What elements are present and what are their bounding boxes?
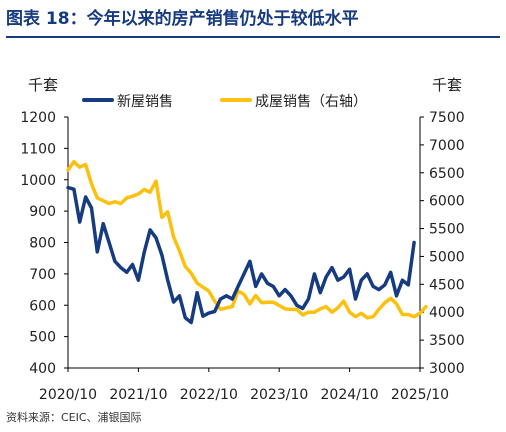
- source-note: 资料来源：CEIC、浦银国际: [6, 411, 142, 424]
- chart-area: 400 500 600 700 800 900 1000 1100 1200 3000 3500 40…: [0, 40, 506, 406]
- left-tick-label: 700: [29, 267, 56, 283]
- left-tick-label: 500: [29, 330, 56, 346]
- x-tick-label: 2020/10: [39, 387, 97, 403]
- series-line-new-homes: [66, 185, 416, 325]
- x-tick-label: 2024/10: [321, 387, 379, 403]
- right-tick-label: 6500: [429, 166, 465, 182]
- right-tick-label: 7000: [429, 138, 465, 154]
- legend: 新屋销售 成屋销售（右轴）: [82, 94, 367, 110]
- left-tick-label: 600: [29, 298, 56, 314]
- right-tick-label: 5000: [429, 249, 465, 265]
- x-tick-label: 2023/10: [250, 387, 308, 403]
- x-tick-label: 2022/10: [180, 387, 238, 403]
- right-tick-label: 7500: [429, 110, 465, 126]
- right-tick-label: 5500: [429, 222, 465, 238]
- chart-title: 图表 18：今年以来的房产销售仍处于较低水平: [6, 9, 359, 29]
- left-tick-label: 1200: [20, 110, 56, 126]
- left-unit-label: 千套: [28, 76, 58, 94]
- right-tick-label: 3000: [429, 361, 465, 377]
- dual-axis-line-chart: 400 500 600 700 800 900 1000 1100 1200 3000 3500 40…: [20, 76, 464, 403]
- series-lines: [66, 159, 428, 325]
- series-line-existing-homes: [66, 159, 428, 320]
- title-divider: [6, 36, 500, 38]
- left-tick-label: 900: [29, 204, 56, 220]
- right-unit-label: 千套: [432, 76, 462, 94]
- axes-group: 400 500 600 700 800 900 1000 1100 1200 3000 3500 40…: [20, 76, 464, 403]
- left-tick-label: 400: [29, 361, 56, 377]
- legend-label-existing-homes: 成屋销售（右轴）: [255, 94, 367, 110]
- right-tick-label: 3500: [429, 333, 465, 349]
- right-tick-label: 6000: [429, 194, 465, 210]
- right-tick-label: 4500: [429, 277, 465, 293]
- left-tick-label: 800: [29, 236, 56, 252]
- left-tick-label: 1100: [20, 141, 56, 157]
- x-tick-label: 2021/10: [109, 387, 167, 403]
- left-tick-label: 1000: [20, 173, 56, 189]
- right-tick-label: 4000: [429, 305, 465, 321]
- legend-label-new-homes: 新屋销售: [117, 94, 173, 110]
- x-tick-label: 2025/10: [391, 387, 449, 403]
